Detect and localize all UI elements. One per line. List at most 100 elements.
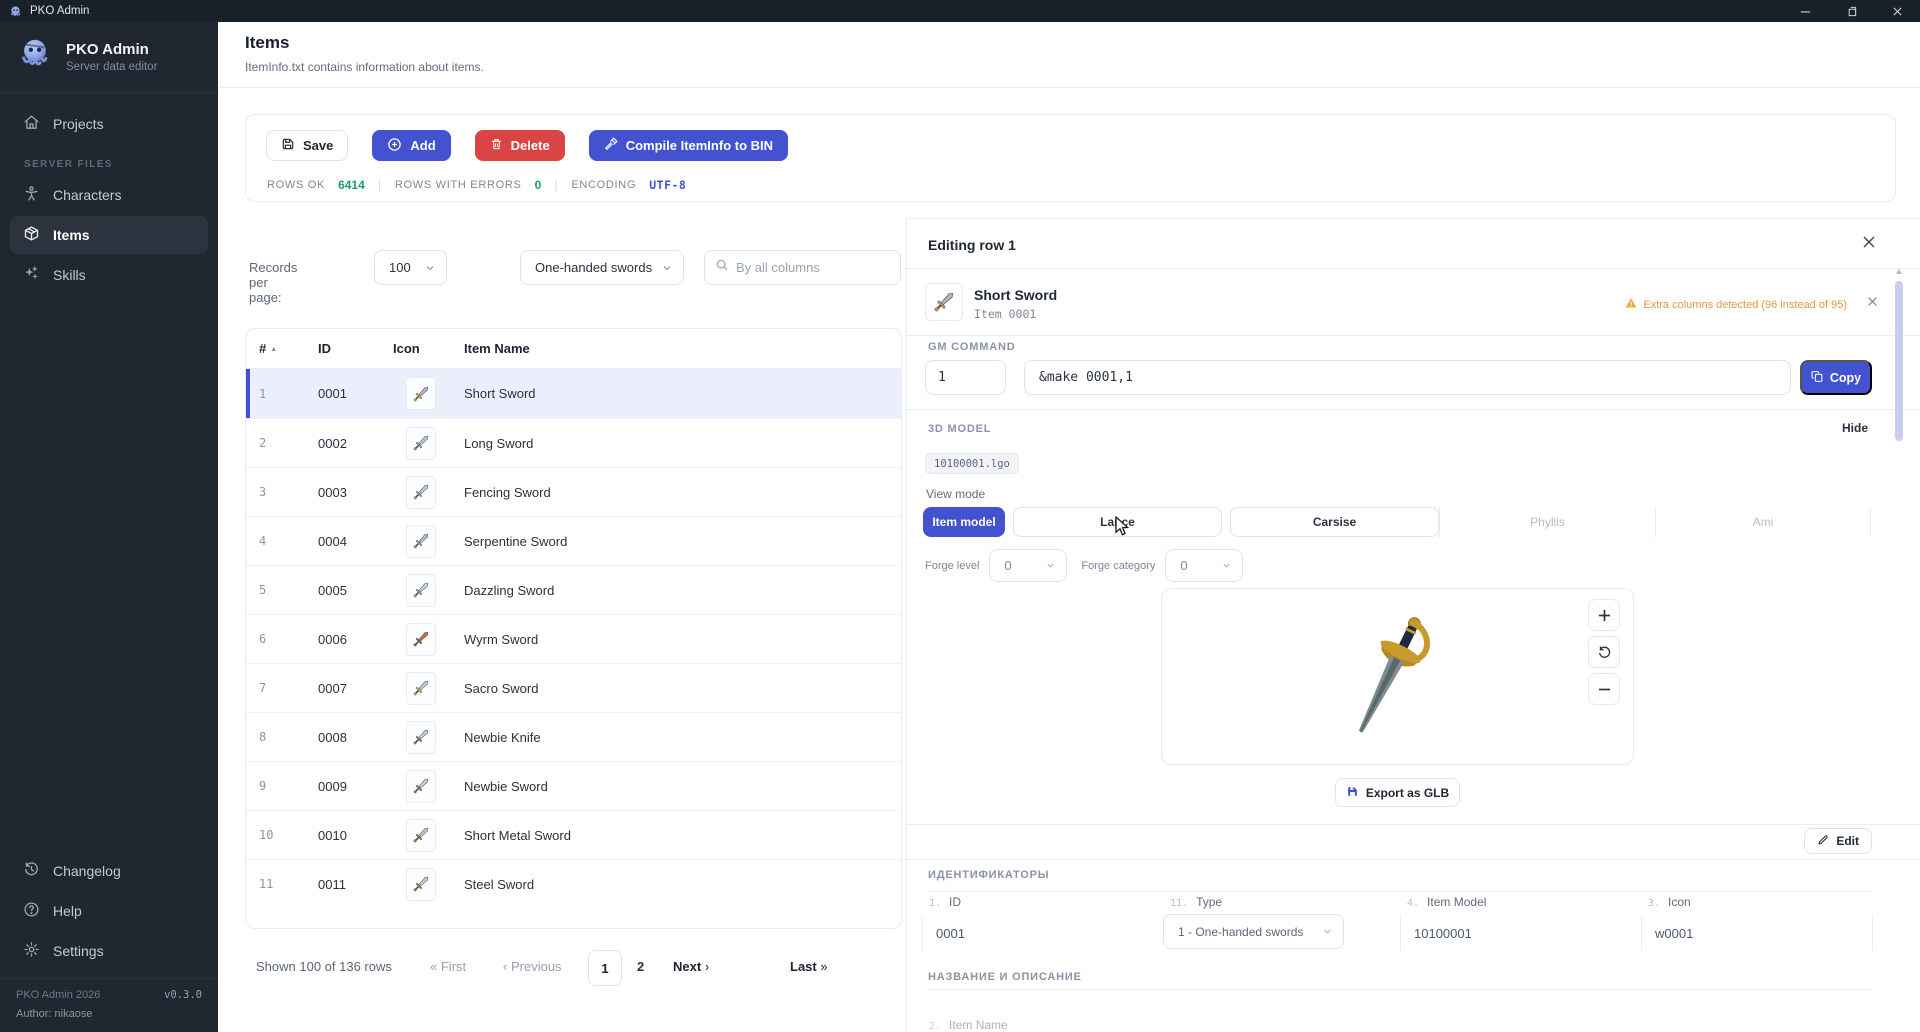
item-icon: [406, 818, 436, 852]
field-value[interactable]: w0001: [1641, 916, 1873, 951]
gm-command-input[interactable]: [1024, 360, 1791, 395]
close-editor-button[interactable]: [1862, 235, 1876, 253]
records-per-page-select[interactable]: 100: [374, 250, 447, 285]
sidebar-item-label: Items: [53, 227, 90, 243]
item-icon: [406, 377, 436, 410]
row-number: 10: [259, 828, 274, 842]
next-page-button[interactable]: Next ›: [673, 959, 710, 974]
table-row[interactable]: 4 0004 Serpentine Sword: [246, 516, 901, 565]
sidebar-item-characters[interactable]: Characters: [10, 176, 208, 214]
export-glb-button[interactable]: Export as GLB: [1335, 778, 1460, 807]
field-value[interactable]: 0001: [922, 916, 1163, 951]
col-header-id[interactable]: ID: [318, 341, 331, 356]
titlebar: PKO Admin: [0, 0, 1920, 22]
sidebar-item-label: Projects: [53, 116, 104, 132]
gear-icon: [23, 941, 40, 961]
zoom-out-button[interactable]: [1588, 673, 1620, 705]
table-row[interactable]: 1 0001 Short Sword: [246, 369, 901, 418]
maximize-button[interactable]: [1828, 0, 1874, 22]
edit-row-button[interactable]: Edit: [1804, 828, 1872, 854]
gm-quantity-input[interactable]: [925, 360, 1006, 395]
view-mode-tab-phyllis[interactable]: Phyllis: [1439, 507, 1655, 537]
panel-scroll-up-arrow[interactable]: [1896, 269, 1902, 274]
last-page-button[interactable]: Last »: [790, 959, 828, 974]
field-select[interactable]: 1 - One-handed swords: [1163, 914, 1344, 949]
previous-page-button[interactable]: ‹ Previous: [503, 959, 562, 974]
panel-scrollbar[interactable]: [1895, 281, 1903, 441]
app-name: PKO Admin: [66, 40, 149, 58]
view-mode-tab-item-model[interactable]: Item model: [923, 507, 1005, 537]
editor-item-name: Short Sword: [974, 287, 1058, 303]
sidebar-item-items[interactable]: Items: [10, 216, 208, 254]
table-row[interactable]: 7 0007 Sacro Sword: [246, 663, 901, 712]
category-filter-select[interactable]: One-handed swords: [520, 250, 684, 285]
col-header-name[interactable]: Item Name: [464, 341, 530, 356]
delete-button[interactable]: Delete: [474, 130, 565, 161]
view-mode-tab-carsise[interactable]: Carsise: [1230, 507, 1439, 537]
sparkles-icon: [23, 265, 40, 285]
page-header: Items ItemInfo.txt contains information …: [218, 22, 1920, 88]
table-row[interactable]: 6 0006 Wyrm Sword: [246, 614, 901, 663]
dismiss-warning-button[interactable]: [1867, 295, 1878, 310]
first-page-button[interactable]: « First: [430, 959, 467, 974]
table-row[interactable]: 2 0002 Long Sword: [246, 418, 901, 467]
forge-category-label: Forge category: [1081, 559, 1156, 572]
item-name: Serpentine Sword: [464, 533, 568, 549]
nav-bottom: Changelog Help Settings: [0, 852, 218, 970]
model-viewer[interactable]: [1161, 588, 1634, 765]
view-mode-tab-lance[interactable]: Lance: [1013, 507, 1222, 537]
table-row[interactable]: 10 0010 Short Metal Sword: [246, 810, 901, 859]
item-name-field-label: 2. Item Name: [929, 1018, 1008, 1032]
sidebar-item-projects[interactable]: Projects: [10, 105, 208, 143]
col-header-icon[interactable]: Icon: [393, 341, 420, 356]
hide-model-link[interactable]: Hide: [1841, 421, 1868, 435]
field-label: Type: [1196, 895, 1223, 909]
item-name: Long Sword: [464, 435, 534, 451]
sidebar-item-changelog[interactable]: Changelog: [10, 852, 208, 890]
forge-level-select[interactable]: 0: [989, 549, 1068, 582]
app-logo: [16, 35, 54, 78]
item-id: 0009: [318, 778, 347, 794]
item-id: 0004: [318, 533, 347, 549]
sidebar-item-skills[interactable]: Skills: [10, 256, 208, 294]
copy-command-button[interactable]: Copy: [1800, 360, 1872, 395]
cube-icon: [23, 225, 40, 245]
reset-rotation-button[interactable]: [1588, 636, 1620, 668]
table-row[interactable]: 11 0011 Steel Sword: [246, 859, 901, 908]
save-button[interactable]: Save: [266, 130, 349, 161]
zoom-in-button[interactable]: [1588, 599, 1620, 631]
chevron-down-icon: [424, 262, 436, 274]
page-1-button[interactable]: 1: [588, 950, 622, 986]
chevron-down-icon: [1045, 560, 1056, 571]
view-mode-label: View mode: [926, 487, 986, 501]
item-id: 0008: [318, 729, 347, 745]
floppy-icon: [1346, 785, 1359, 801]
view-mode-tab-ami[interactable]: Ami: [1655, 507, 1871, 537]
sidebar-item-help[interactable]: Help: [10, 892, 208, 930]
field-value[interactable]: 10100001: [1400, 916, 1641, 951]
encoding-value: UTF-8: [649, 177, 687, 192]
item-name: Sacro Sword: [464, 680, 539, 696]
rows-errors-label: ROWS WITH ERRORS: [394, 178, 522, 191]
table-row[interactable]: 3 0003 Fencing Sword: [246, 467, 901, 516]
nav-server-files: Characters Items Skills: [0, 176, 218, 294]
plus-circle-icon: [387, 137, 402, 155]
table-row[interactable]: 8 0008 Newbie Knife: [246, 712, 901, 761]
close-window-button[interactable]: [1874, 0, 1920, 22]
table-header: # ▲ ID Icon Item Name: [246, 329, 901, 369]
forge-controls: Forge level 0 Forge category 0: [925, 549, 1244, 582]
sidebar-footer: PKO Admin 2026 v0.3.0 Author: nikaose: [0, 978, 218, 1032]
forge-category-select[interactable]: 0: [1165, 549, 1244, 582]
compile-button[interactable]: Compile ItemInfo to BIN: [588, 130, 789, 161]
table-row[interactable]: 5 0005 Dazzling Sword: [246, 565, 901, 614]
search-input[interactable]: [736, 260, 890, 275]
table-row[interactable]: 9 0009 Newbie Sword: [246, 761, 901, 810]
minimize-button[interactable]: [1782, 0, 1828, 22]
add-button[interactable]: Add: [372, 130, 451, 161]
encoding-label: ENCODING: [571, 178, 637, 191]
naming-section-label: НАЗВАНИЕ И ОПИСАНИЕ: [928, 971, 1082, 983]
col-header-num[interactable]: # ▲: [259, 341, 278, 356]
page-2-button[interactable]: 2: [637, 959, 645, 974]
sidebar-item-settings[interactable]: Settings: [10, 932, 208, 970]
sidebar-item-label: Characters: [53, 187, 122, 203]
